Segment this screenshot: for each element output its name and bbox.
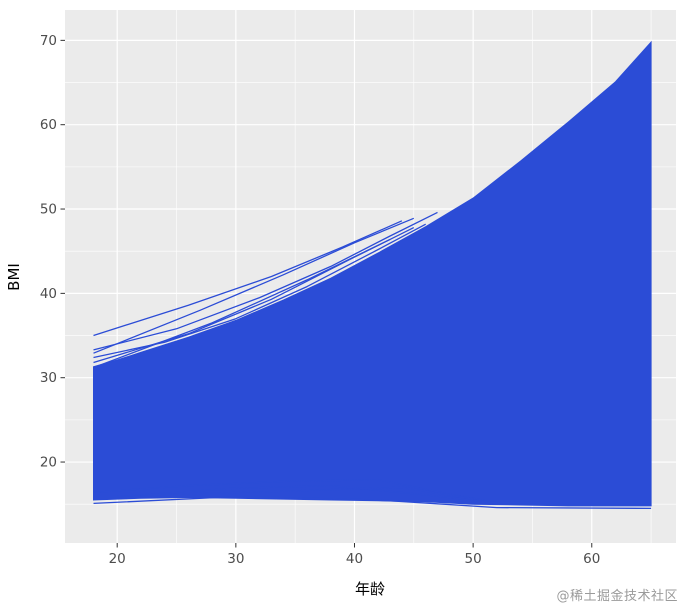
x-tick-label: 20 (109, 551, 126, 567)
x-axis-title: 年龄 (354, 580, 386, 598)
x-tick-label: 30 (227, 551, 244, 567)
y-tick-label: 40 (40, 286, 57, 302)
x-tick-label: 50 (465, 551, 482, 567)
trajectory-line (93, 479, 498, 504)
trajectory-line (140, 486, 474, 500)
trajectory-line (117, 485, 509, 505)
y-tick-label: 20 (40, 455, 57, 471)
trajectory-band (93, 40, 652, 507)
y-tick-label: 60 (40, 117, 57, 133)
y-axis-title: BMI (5, 263, 23, 291)
x-tick-label: 60 (583, 551, 600, 567)
trajectory-line (93, 220, 403, 337)
x-tick-label: 40 (346, 551, 363, 567)
watermark: @稀土掘金技术社区 (556, 589, 678, 604)
trajectory-line (93, 238, 391, 369)
trajectory-line (93, 495, 652, 510)
y-tick-label: 50 (40, 202, 57, 218)
y-tick-label: 70 (40, 33, 57, 49)
trajectory-line (93, 211, 438, 351)
y-tick-label: 30 (40, 370, 57, 386)
trajectory-line (93, 217, 415, 354)
